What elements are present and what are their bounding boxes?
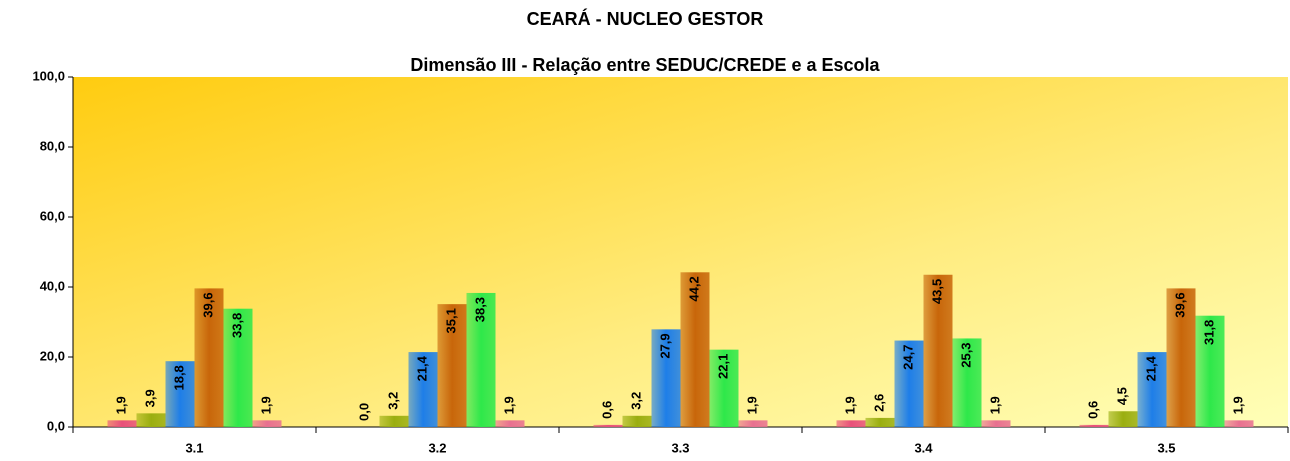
- value-label: 1,9: [501, 396, 516, 414]
- value-label: 24,7: [900, 345, 915, 370]
- bar: [836, 420, 866, 427]
- value-label: 1,9: [113, 396, 128, 414]
- value-label: 0,6: [599, 401, 614, 419]
- bar: [1079, 424, 1109, 427]
- bar: [622, 415, 652, 427]
- bar: [894, 340, 924, 427]
- bar: [252, 420, 282, 427]
- y-tick-label: 20,0: [40, 348, 65, 363]
- chart-title: CEARÁ - NUCLEO GESTOR: [527, 8, 764, 29]
- x-tick-label: 3.4: [914, 440, 933, 455]
- value-label: 3,2: [385, 392, 400, 410]
- value-label: 39,6: [200, 292, 215, 317]
- value-label: 22,1: [715, 354, 730, 379]
- value-label: 2,6: [871, 394, 886, 412]
- bar: [136, 413, 166, 427]
- bar: [408, 352, 438, 427]
- bar: [379, 415, 409, 427]
- bar: [1195, 315, 1225, 427]
- value-label: 35,1: [443, 308, 458, 333]
- chart-subtitle: Dimensão III - Relação entre SEDUC/CREDE…: [410, 55, 880, 75]
- x-tick-label: 3.3: [671, 440, 689, 455]
- value-label: 3,2: [628, 392, 643, 410]
- bar: [1224, 420, 1254, 427]
- value-label: 38,3: [472, 297, 487, 322]
- value-label: 3,9: [142, 389, 157, 407]
- y-tick-label: 60,0: [40, 208, 65, 223]
- bar: [437, 304, 467, 427]
- bar: [223, 308, 253, 427]
- x-tick-label: 3.5: [1157, 440, 1175, 455]
- y-tick-label: 40,0: [40, 278, 65, 293]
- bar: [495, 420, 525, 427]
- value-label: 44,2: [686, 276, 701, 301]
- value-label: 21,4: [414, 355, 429, 381]
- bar: [1166, 288, 1196, 427]
- bar: [107, 420, 137, 427]
- bar: [466, 292, 496, 427]
- value-label: 1,9: [258, 396, 273, 414]
- value-label: 25,3: [958, 342, 973, 367]
- value-label: 1,9: [842, 396, 857, 414]
- value-label: 21,4: [1143, 355, 1158, 381]
- value-label: 33,8: [229, 313, 244, 338]
- x-tick-label: 3.1: [185, 440, 203, 455]
- bar: [194, 288, 224, 427]
- bar: [738, 420, 768, 427]
- x-tick-label: 3.2: [428, 440, 446, 455]
- bar: [923, 274, 953, 427]
- bar: [952, 338, 982, 427]
- bar: [593, 424, 623, 427]
- bar: [165, 361, 195, 427]
- bar: [1137, 352, 1167, 427]
- value-label: 4,5: [1114, 387, 1129, 405]
- value-label: 43,5: [929, 279, 944, 304]
- value-label: 31,8: [1201, 320, 1216, 345]
- value-label: 1,9: [1230, 396, 1245, 414]
- y-tick-label: 0,0: [47, 418, 65, 433]
- bar: [709, 349, 739, 427]
- value-label: 1,9: [987, 396, 1002, 414]
- value-label: 18,8: [171, 365, 186, 390]
- value-label: 0,6: [1085, 401, 1100, 419]
- value-label: 0,0: [356, 403, 371, 421]
- y-tick-label: 80,0: [40, 138, 65, 153]
- y-tick-label: 100,0: [32, 68, 65, 83]
- bar: [981, 420, 1011, 427]
- value-label: 27,9: [657, 333, 672, 358]
- bar: [865, 417, 895, 427]
- bar: [1108, 411, 1138, 427]
- bar: [680, 272, 710, 427]
- bar: [651, 329, 681, 427]
- value-label: 1,9: [744, 396, 759, 414]
- value-label: 39,6: [1172, 292, 1187, 317]
